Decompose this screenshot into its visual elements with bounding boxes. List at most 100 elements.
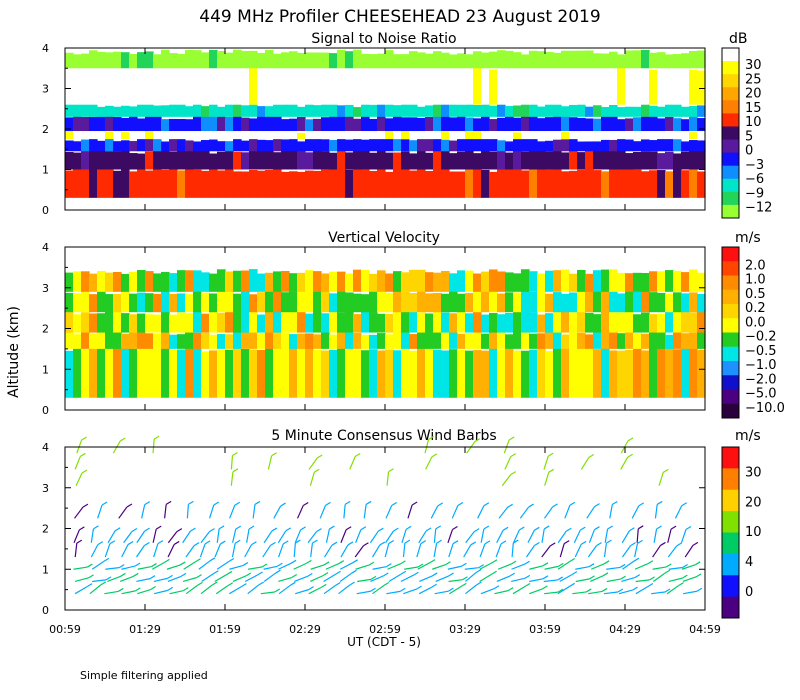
wind-barb-flag (694, 561, 701, 566)
heat-cell (241, 140, 250, 152)
heat-cell (425, 171, 434, 198)
heat-cell (673, 118, 682, 132)
wind-barb (338, 584, 350, 595)
heat-cell (265, 116, 274, 132)
heat-cell (529, 312, 538, 333)
wind-barb-flag (502, 526, 509, 531)
heat-cell (265, 169, 274, 198)
wind-barb-flag (193, 542, 200, 547)
heat-cell (649, 140, 658, 152)
heat-cell (497, 117, 506, 132)
wind-barb-flag (81, 436, 87, 441)
wind-barb-flag (569, 557, 576, 563)
heat-cell (281, 104, 290, 117)
wind-barb (325, 563, 339, 570)
heat-cell (601, 289, 610, 313)
heat-cell (361, 350, 370, 398)
wind-barb (319, 505, 327, 519)
wind-barb (323, 585, 336, 595)
heat-cell (481, 333, 490, 349)
heat-cell (465, 168, 474, 198)
heat-cell (449, 104, 458, 117)
heat-cell (689, 167, 698, 198)
wind-barb-flag (338, 560, 345, 565)
heat-cell (505, 65, 514, 105)
heat-cell (513, 309, 522, 333)
heat-cell (305, 313, 314, 333)
heat-cell (305, 129, 314, 140)
heat-cell (417, 289, 426, 313)
heat-cell (369, 129, 378, 140)
heat-cell (617, 333, 626, 349)
heat-cell (145, 293, 154, 313)
heat-cell (289, 51, 298, 69)
heat-cell (457, 151, 466, 170)
heat-cell (537, 51, 546, 69)
heat-cell (625, 129, 634, 140)
heat-cell (665, 116, 674, 132)
heat-cell (545, 131, 554, 140)
heat-cell (617, 169, 626, 198)
heat-cell (689, 348, 698, 398)
heat-cell (481, 314, 490, 333)
wind-barb (465, 531, 475, 544)
wind-barb-flag (134, 562, 141, 567)
heat-cell (193, 50, 202, 69)
heat-cell (73, 346, 82, 398)
wind-barb (404, 566, 419, 570)
heat-cell (425, 330, 434, 349)
wind-barb (667, 529, 672, 543)
wind-barb (214, 573, 228, 582)
heat-cell (665, 67, 674, 105)
x-tick-label: 04:59 (689, 623, 721, 636)
heat-cell (289, 128, 298, 140)
heat-cell (193, 270, 202, 292)
wind-barb-flag (351, 569, 357, 574)
heat-cell (665, 54, 674, 69)
heat-cell (225, 52, 234, 69)
wind-barb (557, 585, 571, 595)
heat-cell (393, 152, 402, 170)
heat-cell (313, 105, 322, 117)
heat-cell (257, 139, 266, 152)
heat-cell (273, 271, 282, 292)
wind-barb-flag (399, 587, 406, 592)
heat-cell (345, 139, 354, 152)
heat-cell (569, 50, 578, 69)
wind-barb (603, 543, 608, 558)
heat-cell (609, 290, 618, 313)
wind-barb-flag (620, 575, 626, 580)
heat-cell (137, 292, 146, 313)
wind-barb-flag (542, 562, 549, 567)
heat-cell (457, 333, 466, 349)
heat-cell (425, 346, 434, 398)
heat-cell (417, 269, 426, 292)
heat-cell (393, 168, 402, 198)
heat-cell (593, 66, 602, 105)
heat-cell (433, 272, 442, 292)
heat-cell (329, 271, 338, 292)
colorbar-label: 5 (745, 129, 753, 144)
heat-cell (689, 332, 698, 349)
heat-cell (161, 141, 170, 152)
heat-cell (169, 138, 178, 152)
colorbar-swatch (722, 48, 739, 62)
heat-cell (633, 151, 642, 170)
heat-cell (145, 114, 154, 132)
heat-cell (153, 333, 162, 349)
colorbar-label: −3 (745, 158, 764, 173)
heat-cell (129, 106, 138, 117)
wind-barb (308, 586, 322, 595)
colorbar-swatch (722, 165, 739, 180)
wind-barb-flag (695, 573, 702, 578)
wind-barb-flag (637, 525, 644, 530)
wind-barb-flag (548, 468, 555, 473)
heat-cell (273, 311, 282, 333)
heat-cell (217, 269, 226, 292)
heat-cell (241, 349, 250, 398)
heat-cell (257, 273, 266, 292)
heat-cell (249, 310, 258, 333)
wind-barb (310, 543, 314, 558)
heat-cell (65, 129, 74, 140)
